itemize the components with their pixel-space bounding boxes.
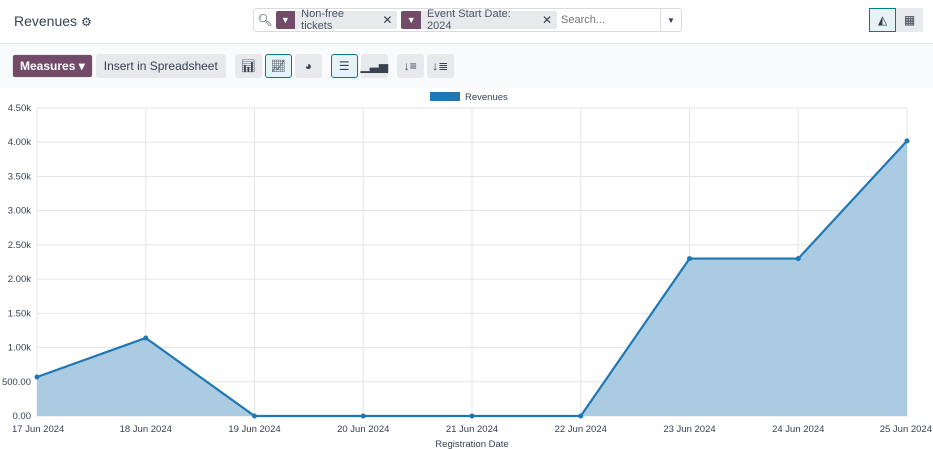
search-options-toggle[interactable]: ▼: [660, 9, 681, 31]
page-title: Revenues ⚙: [14, 13, 92, 29]
cumulative-icon: ▁▃▅: [360, 59, 389, 73]
search-bar: 🔍︎ ▼ Non-free tickets ✕ ▼ Event Start Date:…: [253, 8, 682, 32]
control-panel-header: Revenues ⚙ 🔍︎ ▼ Non-free tickets ✕ ▼ Event S…: [0, 0, 933, 44]
data-point: [252, 413, 257, 419]
bar-chart-icon: 📊︎: [240, 59, 256, 73]
pivot-view-button[interactable]: ▦: [896, 8, 923, 32]
x-tick-label: 21 Jun 2024: [446, 424, 498, 435]
search-facet: ▼ Event Start Date: 2024 ✕: [401, 8, 557, 32]
y-tick-label: 0.00: [13, 411, 32, 422]
area-chart-icon: ◭: [877, 13, 888, 27]
pie-chart-button[interactable]: ◕: [294, 54, 322, 78]
line-chart-button[interactable]: 📈︎: [264, 54, 292, 78]
legend-swatch: [430, 92, 460, 101]
measures-button[interactable]: Measures ▾: [12, 54, 93, 78]
data-point: [795, 256, 801, 262]
line-chart-icon: 📈︎: [270, 59, 286, 73]
stacked-icon: ☰: [338, 59, 350, 73]
bar-chart-button[interactable]: 📊︎: [234, 54, 262, 78]
insert-in-spreadsheet-button[interactable]: Insert in Spreadsheet: [95, 54, 226, 78]
data-point: [34, 374, 40, 380]
pie-chart-icon: ◕: [304, 59, 312, 73]
series-area: [37, 140, 907, 416]
sort-descending-icon: ↓≡: [403, 59, 417, 73]
y-tick-label: 3.50k: [8, 171, 31, 182]
y-tick-label: 1.00k: [8, 343, 31, 354]
x-tick-label: 17 Jun 2024: [12, 424, 64, 435]
filter-icon: ▼: [401, 11, 422, 29]
x-axis-label: Registration Date: [435, 439, 508, 449]
graph-toolbar: Measures ▾ Insert in Spreadsheet 📊︎ 📈︎ ◕…: [0, 44, 933, 88]
legend-label: Revenues: [465, 92, 508, 103]
graph-view-button[interactable]: ◭: [869, 8, 896, 32]
y-tick-label: 2.00k: [8, 274, 31, 285]
search-input[interactable]: [561, 14, 681, 26]
y-tick-label: 1.50k: [8, 308, 31, 319]
x-tick-label: 24 Jun 2024: [772, 424, 824, 435]
cumulative-button[interactable]: ▁▃▅: [360, 54, 389, 78]
revenue-chart: 0.00 500.00 1.00k 1.50k 2.00k 2.50k 3.00k 3.50k…: [2, 92, 932, 449]
x-tick-label: 25 Jun 2024: [880, 424, 932, 435]
x-tick-label: 23 Jun 2024: [663, 424, 715, 435]
data-point: [360, 413, 366, 419]
remove-facet-button[interactable]: ✕: [382, 13, 393, 27]
remove-facet-button[interactable]: ✕: [541, 13, 552, 27]
pivot-table-icon: ▦: [903, 13, 916, 27]
stacked-button[interactable]: ☰: [330, 54, 358, 78]
sort-ascending-button[interactable]: ↓≣: [426, 54, 454, 78]
data-point: [578, 413, 584, 419]
y-tick-label: 3.00k: [8, 206, 31, 217]
sort-descending-button[interactable]: ↓≡: [396, 54, 424, 78]
y-tick-label: 500.00: [2, 377, 31, 388]
gear-icon[interactable]: ⚙: [81, 15, 92, 29]
data-point: [143, 335, 149, 341]
x-tick-label: 20 Jun 2024: [337, 424, 389, 435]
x-tick-label: 22 Jun 2024: [555, 424, 607, 435]
search-facet: ▼ Non-free tickets ✕: [275, 8, 398, 32]
y-tick-label: 2.50k: [8, 240, 31, 251]
x-tick-label: 19 Jun 2024: [228, 424, 280, 435]
data-point: [687, 256, 692, 262]
sort-ascending-icon: ↓≣: [432, 59, 449, 73]
data-point: [904, 138, 910, 144]
filter-icon: ▼: [275, 11, 296, 29]
x-tick-label: 18 Jun 2024: [120, 424, 172, 435]
data-point: [469, 413, 475, 419]
search-icon: 🔍︎: [257, 13, 273, 27]
y-tick-label: 4.50k: [8, 103, 31, 114]
y-tick-label: 4.00k: [8, 137, 31, 148]
